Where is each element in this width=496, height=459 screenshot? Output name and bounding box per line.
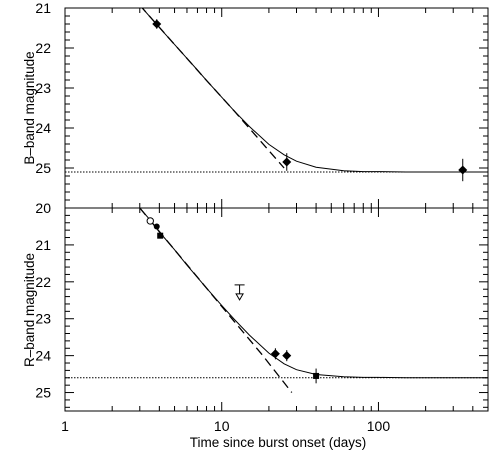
open-circle-marker: [146, 217, 154, 225]
x-tick-label: 100: [367, 418, 391, 434]
diamond-marker: [270, 349, 280, 359]
data-point: [282, 153, 292, 171]
diamond-marker: [458, 165, 468, 175]
y-tick-label: 23: [35, 311, 51, 327]
x-axis-title: Time since burst onset (days): [190, 435, 367, 450]
y-tick-label: 22: [35, 40, 51, 56]
y-tick-label: 20: [35, 200, 51, 216]
data-point: [152, 19, 162, 29]
square-marker: [157, 232, 164, 239]
y-axis-title: R–band magnitude: [22, 253, 37, 367]
limit-arrow: [235, 293, 244, 301]
y-tick-label: 24: [35, 348, 51, 364]
y-tick-label: 22: [35, 274, 51, 290]
plot-frame: [64, 7, 489, 209]
diamond-marker: [282, 157, 292, 167]
dashed-curve: [141, 8, 285, 169]
plot-frame: [64, 207, 489, 412]
circle-marker: [153, 223, 160, 230]
x-tick-label: 10: [214, 418, 230, 434]
diamond-marker: [152, 19, 162, 29]
square-marker: [313, 372, 320, 379]
y-tick-label: 24: [35, 120, 51, 136]
data-point: [282, 350, 292, 362]
y-tick-label: 25: [35, 160, 51, 176]
solid-curve: [141, 8, 488, 173]
y-tick-label: 23: [35, 80, 51, 96]
data-point: [146, 217, 154, 225]
data-point: [157, 232, 164, 239]
diamond-marker: [282, 351, 292, 361]
r-band-panel: 20 21 22 23 24 25 1 10 100 R–band magnitude: [22, 200, 489, 434]
y-tick-label: 25: [35, 385, 51, 401]
y-tick-label: 21: [35, 237, 51, 253]
data-point: [458, 158, 468, 182]
upper-limit: [234, 284, 245, 301]
dashed-curve: [139, 208, 293, 393]
x-tick-label: 1: [61, 418, 69, 434]
data-point: [313, 368, 320, 384]
b-band-panel: 21 22 23 24 25B–band magnitude: [22, 0, 489, 209]
data-point: [153, 223, 160, 230]
y-axis-title: B–band magnitude: [22, 51, 37, 164]
solid-curve: [139, 208, 488, 379]
y-tick-label: 21: [35, 0, 51, 16]
data-point: [270, 348, 280, 360]
